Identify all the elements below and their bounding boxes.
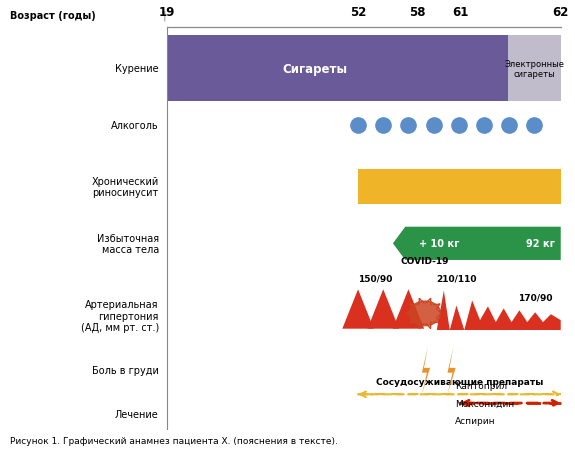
Text: 150/90: 150/90 — [358, 274, 392, 283]
Text: Лечение: Лечение — [115, 409, 159, 419]
Text: Боль в груди: Боль в груди — [92, 365, 159, 375]
Polygon shape — [422, 346, 430, 395]
Text: COVID-19: COVID-19 — [401, 257, 449, 266]
Text: 61: 61 — [452, 6, 469, 19]
Polygon shape — [393, 227, 561, 260]
Text: 170/90: 170/90 — [518, 293, 553, 302]
Circle shape — [409, 301, 440, 326]
Text: 58: 58 — [409, 6, 426, 19]
Text: 92 кг: 92 кг — [526, 239, 555, 249]
Bar — [167, 37, 508, 102]
Text: + 10 кг: + 10 кг — [419, 239, 459, 249]
Polygon shape — [342, 290, 374, 329]
Text: |: | — [163, 11, 166, 21]
Text: Моксонидин: Моксонидин — [455, 399, 514, 408]
Text: Каптоприл: Каптоприл — [455, 381, 507, 390]
Bar — [508, 37, 561, 102]
Text: 52: 52 — [350, 6, 366, 19]
Text: Сигареты: Сигареты — [282, 63, 347, 76]
Text: 19: 19 — [159, 6, 175, 19]
Polygon shape — [367, 290, 399, 329]
Text: Электронные
сигареты: Электронные сигареты — [504, 60, 564, 79]
Text: 62: 62 — [553, 6, 569, 19]
Polygon shape — [447, 346, 455, 395]
Text: Курение: Курение — [115, 64, 159, 74]
Text: Избыточная
масса тела: Избыточная масса тела — [97, 233, 159, 254]
Text: Рисунок 1. Графический анамнез пациента Х. (пояснения в тексте).: Рисунок 1. Графический анамнез пациента … — [10, 436, 338, 445]
Text: Алкоголь: Алкоголь — [111, 121, 159, 131]
Text: 210/110: 210/110 — [436, 274, 477, 283]
Polygon shape — [393, 290, 424, 329]
Bar — [358, 170, 561, 204]
Text: Сосудосуживающие препараты: Сосудосуживающие препараты — [375, 377, 543, 387]
Text: Аспирин: Аспирин — [455, 416, 496, 425]
Text: Артериальная
гипертония
(АД, мм рт. ст.): Артериальная гипертония (АД, мм рт. ст.) — [81, 299, 159, 332]
Polygon shape — [437, 291, 561, 330]
Text: Хронический
риносинусит: Хронический риносинусит — [91, 176, 159, 198]
Text: Возраст (годы): Возраст (годы) — [10, 11, 95, 21]
